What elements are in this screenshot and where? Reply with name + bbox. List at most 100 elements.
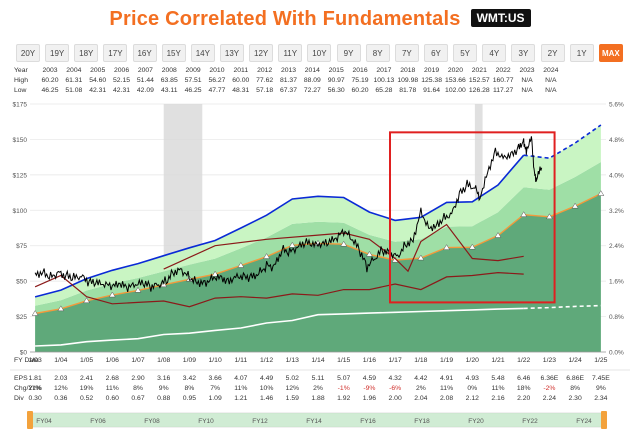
low-row-cell: 102.00	[445, 87, 466, 94]
year-row-cell: 2023	[519, 67, 534, 74]
fy-date-row-cell: 1/11	[234, 357, 247, 364]
div-row-cell: 2.04	[414, 395, 427, 402]
range-button-4y[interactable]: 4Y	[482, 44, 507, 62]
pe-marker	[108, 291, 116, 298]
chg-row-cell: 18%	[517, 385, 531, 392]
slider-tick-label: FY08	[144, 418, 160, 425]
high-row-cell: 61.31	[65, 77, 82, 84]
high-row-label: High	[14, 77, 28, 84]
fy-date-row-cell: 1/08	[157, 357, 170, 364]
range-button-13y[interactable]: 13Y	[220, 44, 244, 62]
ticker-badge: WMT:US	[470, 9, 531, 27]
pe-marker	[83, 297, 91, 304]
pe-marker	[417, 254, 425, 261]
eps-row-cell: 6.46	[517, 375, 530, 382]
earnings-projection-line	[523, 124, 602, 160]
range-button-10y[interactable]: 10Y	[307, 44, 332, 62]
range-button-9y[interactable]: 9Y	[336, 44, 361, 62]
range-button-14y[interactable]: 14Y	[190, 44, 215, 62]
fy-date-row-cell: 1/16	[363, 357, 376, 364]
div-row-cell: 2.08	[440, 395, 453, 402]
year-row-cell: 2004	[66, 67, 81, 74]
y-right-tick-label: 3.2%	[609, 208, 624, 215]
eps-row-cell: 4.32	[389, 375, 402, 382]
low-row-label: Low	[14, 87, 27, 94]
range-slider-handle-left[interactable]	[27, 411, 33, 429]
slider-tick-label: FY14	[306, 418, 322, 425]
div-row-cell: 2.30	[569, 395, 582, 402]
range-button-20y[interactable]: 20Y	[16, 44, 40, 62]
low-row-cell: 117.27	[493, 87, 514, 94]
year-row-cell: 2016	[352, 67, 367, 74]
y-left-tick-label: $75	[16, 243, 27, 250]
high-row-cell: 57.51	[185, 77, 202, 84]
range-button-15y[interactable]: 15Y	[161, 44, 186, 62]
range-slider-handle-right[interactable]	[601, 411, 607, 429]
chg-row-cell: -9%	[363, 385, 375, 392]
chg-row-cell: 0%	[467, 385, 477, 392]
y-left-tick-label: $125	[13, 172, 28, 179]
eps-row-cell: 3.42	[183, 375, 196, 382]
low-row-cell: 72.27	[304, 87, 321, 94]
high-row-cell: 109.98	[397, 77, 418, 84]
pe-marker	[597, 190, 605, 196]
pe-marker	[545, 213, 553, 220]
fy-date-row-cell: 1/07	[131, 357, 144, 364]
range-button-5y[interactable]: 5Y	[453, 44, 478, 62]
chg-row-cell: 11%	[106, 385, 119, 392]
pe-marker	[263, 253, 271, 259]
fy-date-row-cell: 1/23	[543, 357, 556, 364]
div-row-cell: 0.30	[29, 395, 42, 402]
year-row-cell: 2008	[162, 67, 177, 74]
div-row-cell: 1.96	[363, 395, 376, 402]
eps-row-cell: 3.66	[209, 375, 222, 382]
low-row-cell: 42.09	[137, 87, 154, 94]
y-right-tick-label: 4.8%	[609, 137, 624, 144]
high-row-cell: 75.19	[352, 77, 369, 84]
range-button-6y[interactable]: 6Y	[424, 44, 448, 62]
range-button-2y[interactable]: 2Y	[540, 44, 565, 62]
range-button-16y[interactable]: 16Y	[132, 44, 157, 62]
chg-row-cell: 9%	[596, 385, 606, 392]
eps-row-cell: 2.41	[80, 375, 93, 382]
pe-marker	[340, 240, 348, 247]
fy-date-row-cell: 1/14	[311, 357, 324, 364]
low-row-cell: 46.25	[41, 87, 58, 94]
range-button-1y[interactable]: 1Y	[569, 44, 594, 62]
eps-row-cell: 2.68	[106, 375, 119, 382]
slider-tick-label: FY12	[252, 418, 268, 425]
high-row-cell: 125.38	[421, 77, 442, 84]
div-row-cell: 2.24	[543, 395, 556, 402]
range-button-max[interactable]: MAX	[598, 44, 623, 62]
high-row-cell: 160.77	[493, 77, 514, 84]
year-row-cell: 2022	[496, 67, 511, 74]
div-row-cell: 2.34	[594, 395, 607, 402]
chg-row-cell: 11%	[440, 385, 453, 392]
div-row-label: Div	[14, 395, 24, 402]
year-row-cell: 2010	[209, 67, 224, 74]
range-button-19y[interactable]: 19Y	[45, 44, 70, 62]
light-green-band	[35, 125, 601, 306]
low-row-cell: 56.30	[328, 87, 345, 94]
range-slider-fill	[30, 413, 604, 427]
range-button-17y[interactable]: 17Y	[103, 44, 128, 62]
fy-date-row-cell: 1/05	[80, 357, 93, 364]
div-row-cell: 1.88	[311, 395, 324, 402]
year-row-cell: 2019	[424, 67, 439, 74]
range-button-18y[interactable]: 18Y	[74, 44, 99, 62]
chg-row-cell: 21%	[28, 385, 42, 392]
high-row-cell: 90.97	[328, 77, 345, 84]
eps-row-label: EPS	[14, 375, 28, 382]
div-row-cell: 2.00	[389, 395, 402, 402]
fy-date-row-cell: 1/15	[337, 357, 350, 364]
range-button-12y[interactable]: 12Y	[249, 44, 274, 62]
range-button-7y[interactable]: 7Y	[394, 44, 419, 62]
range-button-8y[interactable]: 8Y	[365, 44, 390, 62]
earnings-line	[34, 154, 525, 298]
div-row-cell: 0.52	[80, 395, 93, 402]
fy-date-row-cell: 1/20	[466, 357, 479, 364]
pe-marker	[494, 232, 502, 238]
eps-row-cell: 5.48	[491, 375, 504, 382]
range-button-11y[interactable]: 11Y	[278, 44, 303, 62]
range-button-3y[interactable]: 3Y	[511, 44, 536, 62]
